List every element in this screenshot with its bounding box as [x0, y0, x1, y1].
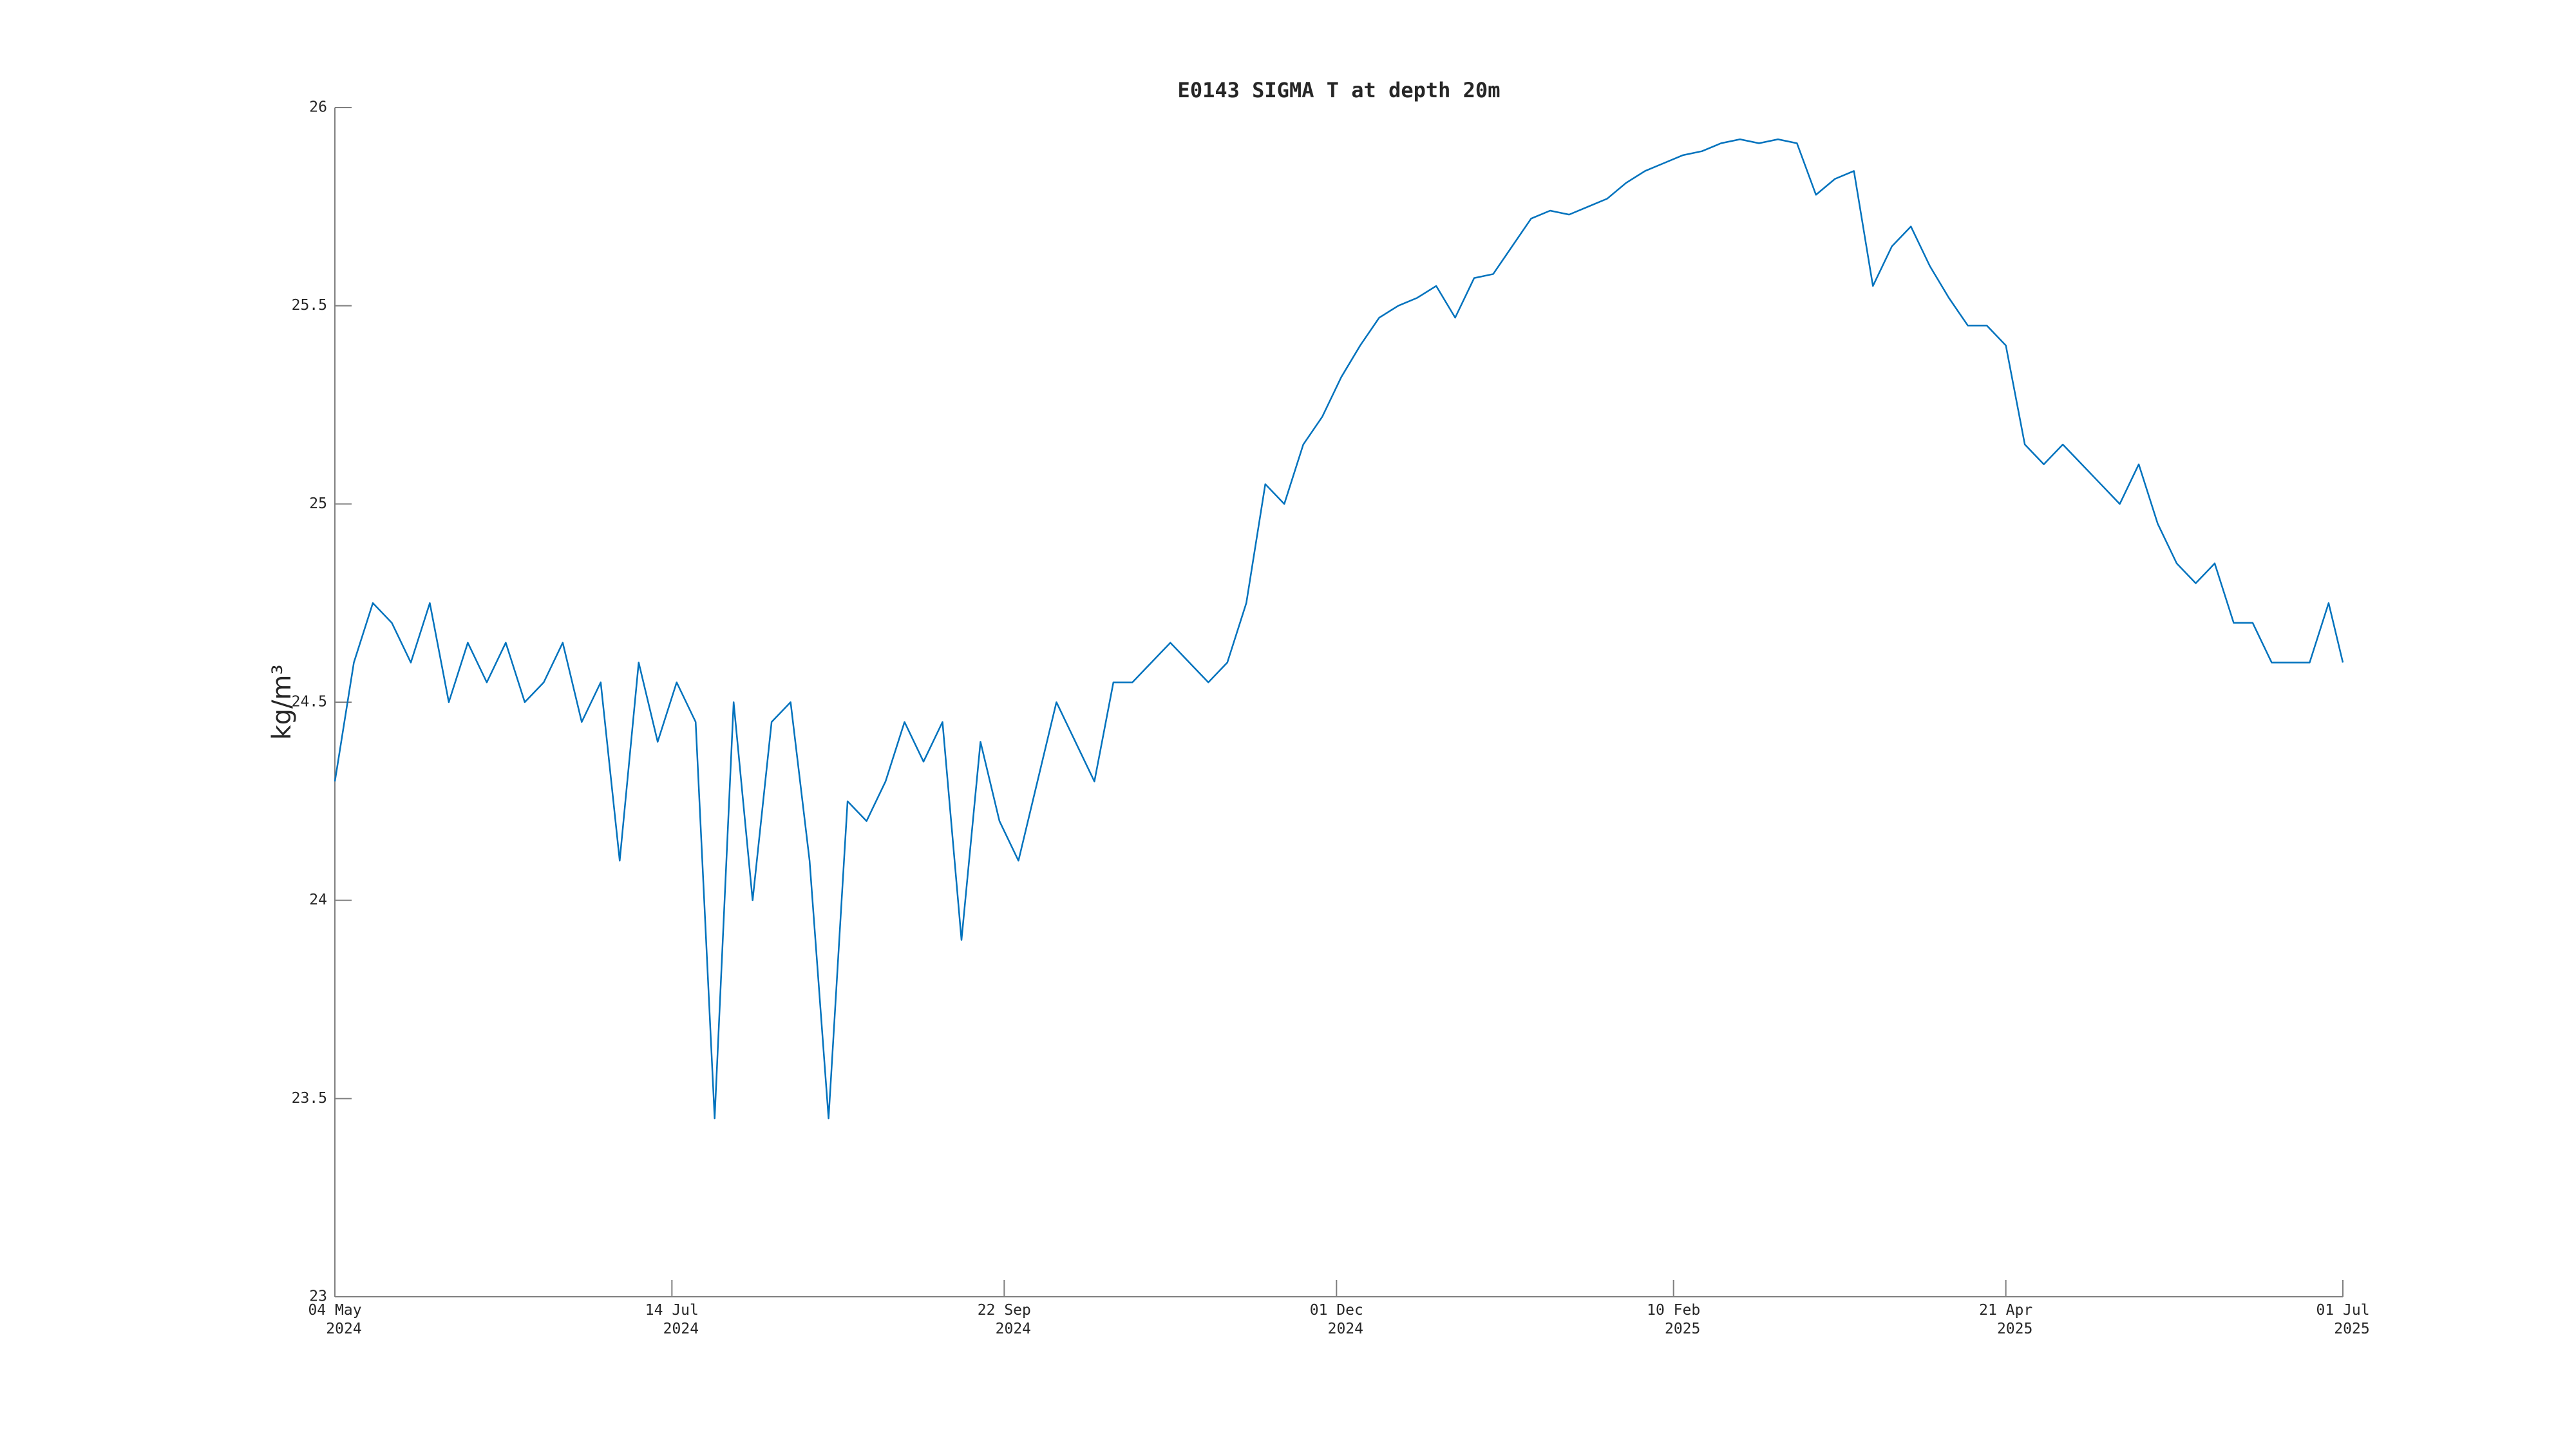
x-tick-label: 22 Sep 2024 [978, 1302, 1031, 1337]
y-tick-label: 26 [309, 99, 327, 116]
x-tick-label: 14 Jul 2024 [645, 1302, 699, 1337]
x-tick-label: 10 Feb 2025 [1647, 1302, 1700, 1337]
y-tick-label: 24 [309, 892, 327, 908]
chart-title: E0143 SIGMA T at depth 20m [1178, 78, 1501, 102]
y-tick-label: 23.5 [292, 1090, 327, 1107]
y-tick-label: 23 [309, 1288, 327, 1305]
x-tick-label: 01 Jul 2025 [2316, 1302, 2369, 1337]
y-tick-label: 25 [309, 495, 327, 512]
y-tick-label: 25.5 [292, 297, 327, 314]
x-tick-label: 21 Apr 2025 [1979, 1302, 2032, 1337]
y-tick-label: 24.5 [292, 694, 327, 711]
x-tick-label: 01 Dec 2024 [1310, 1302, 1363, 1337]
x-tick-label: 04 May 2024 [308, 1302, 361, 1337]
y-axis-label: kg/m³ [267, 664, 297, 740]
data-line [334, 138, 2344, 1120]
